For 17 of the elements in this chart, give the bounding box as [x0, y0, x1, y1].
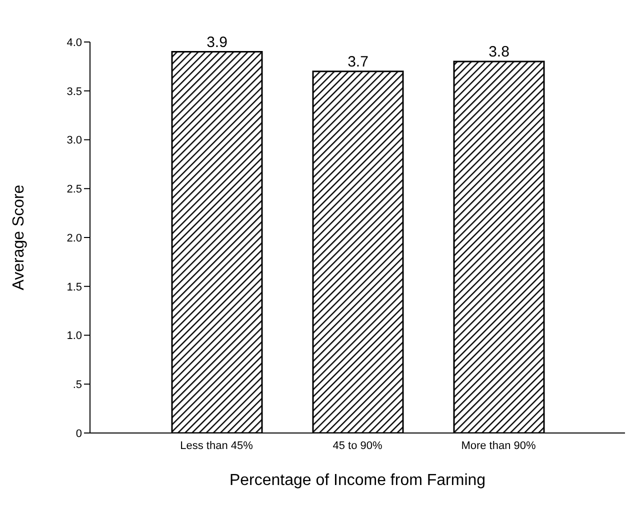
y-tick-label: 3.5: [66, 86, 82, 98]
x-tick-label: Less than 45%: [180, 440, 254, 452]
y-axis-title: Average Score: [10, 184, 28, 290]
data-label: 3.9: [206, 34, 228, 51]
x-tick-label: 45 to 90%: [332, 440, 382, 452]
x-axis-title: Percentage of Income from Farming: [229, 472, 486, 489]
y-tick-label: 2.0: [66, 232, 82, 244]
y-tick-label: 2.5: [66, 184, 82, 196]
data-label: 3.7: [348, 53, 368, 70]
data-label: 3.8: [488, 44, 510, 61]
x-tick-label: More than 90%: [461, 440, 536, 452]
y-tick-label: 4.0: [66, 36, 82, 49]
y-tick-label: .5: [72, 379, 82, 392]
y-tick-label: 0: [76, 428, 82, 440]
y-tick-label: 1.0: [66, 330, 82, 342]
y-tick-label: 3.0: [66, 134, 82, 147]
y-tick-label: 1.5: [66, 281, 82, 294]
